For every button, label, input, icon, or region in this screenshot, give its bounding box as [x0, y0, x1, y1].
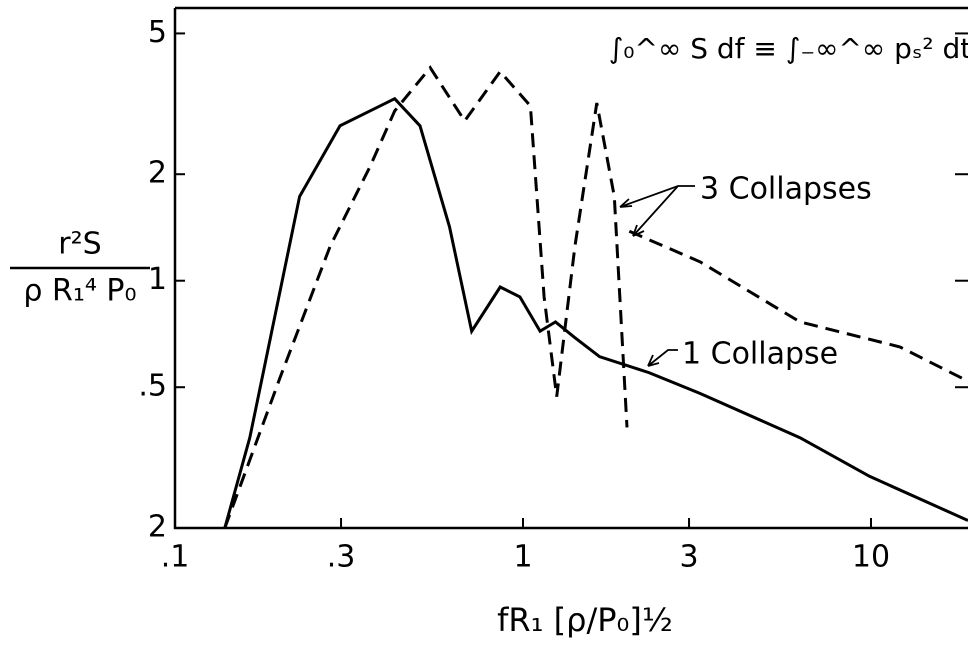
x-tick-label: 1 — [513, 540, 532, 575]
x-tick-label: .1 — [161, 540, 190, 575]
annotation: ∫₀^∞ S df ≡ ∫₋∞^∞ pₛ² dt — [609, 32, 968, 65]
series-line — [223, 65, 968, 529]
x-tick-label: .3 — [327, 540, 356, 575]
y-label-numerator: r²S — [58, 227, 101, 262]
axis-frame — [173, 6, 968, 530]
series-label: 1 Collapse — [682, 337, 838, 372]
x-label: fR₁ [ρ/P₀]½ — [497, 601, 673, 639]
y-tick-label: .5 — [138, 369, 167, 404]
x-tick-label: 3 — [679, 540, 698, 575]
y-label-denominator: ρ R₁⁴ P₀ — [23, 274, 136, 309]
series-label: 3 Collapses — [700, 172, 872, 207]
x-tick-label: 10 — [852, 540, 890, 575]
y-tick-label: 5 — [148, 15, 167, 50]
y-tick-label: 2 — [148, 156, 167, 191]
y-tick-label: 2 — [148, 510, 167, 545]
series-line — [223, 96, 968, 529]
y-tick-label: 1 — [148, 262, 167, 297]
